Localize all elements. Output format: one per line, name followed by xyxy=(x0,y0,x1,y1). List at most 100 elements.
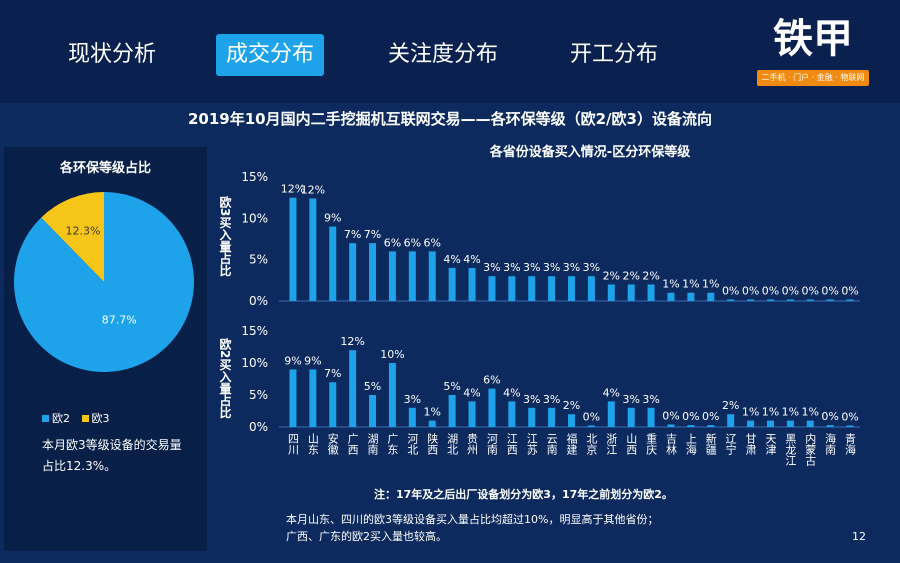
o2-bar xyxy=(766,420,774,427)
o2-data-label: 2% xyxy=(722,399,739,412)
o2-data-label: 0% xyxy=(662,409,679,422)
o2-data-label: 0% xyxy=(583,411,600,424)
summary-line-1: 本月山东、四川的欧3等级设备买入量占比均超过10%，明显高于其他省份； xyxy=(286,513,659,526)
tab-status-analysis[interactable]: 现状分析 xyxy=(68,42,157,67)
x-category-label: 福建 xyxy=(565,432,578,456)
o3-bar xyxy=(647,284,655,301)
o2-bar xyxy=(568,414,575,427)
o3-bar xyxy=(607,284,615,301)
o3-data-label: 3% xyxy=(523,261,540,274)
o3-bar xyxy=(508,276,516,301)
o2-bar xyxy=(309,369,317,427)
o3-data-label: 1% xyxy=(702,278,719,291)
x-category-label: 青海 xyxy=(844,433,857,456)
x-category-label: 黑龙江 xyxy=(784,433,797,466)
legend-swatch-o3 xyxy=(81,415,89,422)
x-category-label: 甘肃 xyxy=(744,433,757,456)
o2-data-label: 1% xyxy=(742,406,759,419)
o2-bar xyxy=(388,363,396,427)
o2-data-label: 7% xyxy=(324,367,341,380)
x-category-label: 安徽 xyxy=(326,432,339,456)
tab-operation-distribution[interactable]: 开工分布 xyxy=(570,42,659,67)
o3-bar xyxy=(627,284,635,301)
o3-data-label: 4% xyxy=(463,253,480,266)
x-category-label: 辽宁 xyxy=(724,433,737,455)
x-category-label: 吉林 xyxy=(664,433,677,455)
o3-data-label: 3% xyxy=(483,261,500,274)
pie-legend: 欧2 欧3 xyxy=(42,410,118,426)
o2-bar xyxy=(508,401,516,427)
x-category-label: 新疆 xyxy=(704,432,717,455)
o2-data-label: 3% xyxy=(523,393,540,406)
o3-bar xyxy=(528,276,536,301)
o2-data-label: 1% xyxy=(762,406,779,419)
o3-data-label: 1% xyxy=(662,278,679,291)
x-category-label: 内蒙古 xyxy=(804,432,817,466)
o2-y-tick: 15% xyxy=(241,324,268,338)
o2-bar xyxy=(806,420,814,427)
o2-bar xyxy=(528,407,536,427)
o3-data-label: 0% xyxy=(742,285,759,298)
o3-data-label: 0% xyxy=(802,285,819,298)
legend-label-o3: 欧3 xyxy=(91,412,110,425)
summary-text: 本月山东、四川的欧3等级设备买入量占比均超过10%，明显高于其他省份； 广西、广… xyxy=(286,511,766,545)
o3-data-label: 0% xyxy=(722,285,739,298)
o2-bar xyxy=(687,425,695,427)
o2-data-label: 1% xyxy=(802,406,819,419)
o3-bar xyxy=(329,226,337,301)
pie-title: 各环保等级占比 xyxy=(59,161,151,176)
o2-data-label: 2% xyxy=(563,399,580,412)
x-category-label: 广东 xyxy=(386,433,399,455)
tab-attention-distribution[interactable]: 关注度分布 xyxy=(388,42,499,67)
o3-data-label: 2% xyxy=(642,269,659,282)
o2-bar xyxy=(707,425,715,427)
o2-bar xyxy=(349,350,357,427)
o3-bar xyxy=(428,251,436,301)
o3-data-label: 9% xyxy=(324,212,341,225)
o2-bar xyxy=(329,382,337,427)
o3-data-label: 3% xyxy=(563,261,580,274)
o3-y-tick: 15% xyxy=(241,170,268,184)
footnote: 注：17年及之后出厂设备划分为欧3，17年之前划分为欧2。 xyxy=(374,488,673,501)
o3-bar xyxy=(786,299,794,301)
x-category-label: 河北 xyxy=(406,433,419,455)
o2-bar xyxy=(468,401,476,427)
o3-data-label: 6% xyxy=(384,236,401,249)
o2-data-label: 5% xyxy=(443,380,460,393)
o3-data-label: 2% xyxy=(622,269,639,282)
o3-bar xyxy=(846,299,854,301)
o3-data-label: 0% xyxy=(782,285,799,298)
o2-data-label: 0% xyxy=(702,410,719,423)
tab-deal-distribution[interactable]: 成交分布 xyxy=(216,34,325,76)
o2-data-label: 3% xyxy=(642,393,659,406)
o2-y-tick: 5% xyxy=(249,388,268,402)
pie-label-o3: 12.3% xyxy=(65,224,100,237)
o3-bar xyxy=(826,299,834,301)
pie-slice-o2 xyxy=(14,192,194,372)
o3-bar xyxy=(488,276,496,301)
o2-bar xyxy=(289,369,297,427)
pie-slice-o3 xyxy=(41,192,104,282)
o3-bar xyxy=(349,243,357,301)
o2-bar xyxy=(488,388,496,427)
o3-bar xyxy=(369,243,377,301)
o3-bar xyxy=(568,276,575,301)
o2-data-label: 3% xyxy=(543,393,560,406)
o3-data-label: 12% xyxy=(301,183,325,196)
o2-bar xyxy=(727,414,735,427)
o2-bar xyxy=(647,407,655,427)
o3-data-label: 4% xyxy=(443,253,460,266)
o2-bar xyxy=(786,420,794,427)
legend-swatch-o2 xyxy=(42,415,49,422)
o2-bar xyxy=(369,395,377,427)
x-category-label: 北京 xyxy=(585,433,598,456)
o2-bar xyxy=(667,424,675,427)
o3-data-label: 3% xyxy=(583,261,600,274)
x-category-label: 四川 xyxy=(286,433,299,455)
o3-bar xyxy=(806,299,814,301)
logo-tagline: 二手机 · 门户 · 金融 · 物联网 xyxy=(757,70,869,86)
o3-data-label: 0% xyxy=(841,285,858,298)
o2-bar xyxy=(846,425,854,427)
x-category-label: 山东 xyxy=(306,433,319,455)
o2-bar xyxy=(428,420,436,427)
